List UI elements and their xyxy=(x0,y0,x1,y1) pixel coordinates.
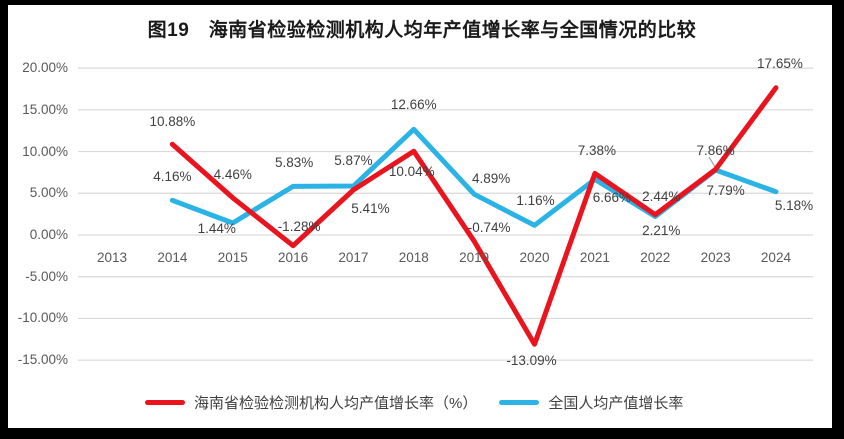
legend-label-hainan: 海南省检验检测机构人均产值增长率（%） xyxy=(194,395,478,412)
legend-blue-line-swatch xyxy=(499,400,540,405)
chart-title: 图19 海南省检验检测机构人均年产值增长率与全国情况的比较 xyxy=(147,20,697,41)
legend-red-line-swatch xyxy=(145,400,185,405)
series-line-hainan xyxy=(169,85,779,347)
legend-label-national: 全国人均产值增长率 xyxy=(548,395,684,412)
frame-right-border xyxy=(832,0,844,439)
frame-bottom-border xyxy=(0,428,844,439)
legend-item-hainan: 海南省检验检测机构人均产值增长率（%） xyxy=(145,392,477,413)
legend: 海南省检验检测机构人均产值增长率（%） 全国人均产值增长率 xyxy=(145,392,683,413)
legend-item-national: 全国人均产值增长率 xyxy=(499,392,683,413)
series-line-national xyxy=(169,126,779,228)
frame-left-border xyxy=(0,0,8,439)
frame-top-border xyxy=(0,0,844,5)
